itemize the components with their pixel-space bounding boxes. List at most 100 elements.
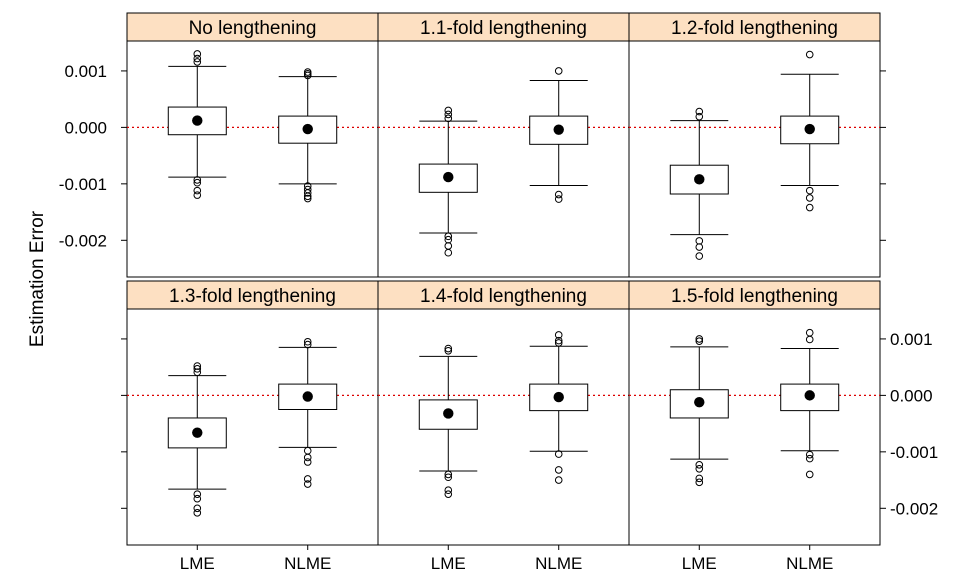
median-dot bbox=[192, 115, 203, 126]
outlier-point bbox=[805, 470, 814, 479]
x-tick-label: NLME bbox=[786, 554, 833, 573]
x-tick-label: NLME bbox=[535, 554, 582, 573]
outlier-point bbox=[695, 107, 704, 116]
panel-title: 1.1-fold lengthening bbox=[420, 18, 587, 39]
outlier-point bbox=[193, 178, 202, 187]
median-dot bbox=[804, 123, 815, 135]
outlier-point bbox=[303, 475, 312, 483]
median-dot bbox=[192, 427, 203, 438]
outlier-point bbox=[695, 243, 704, 251]
outlier-point bbox=[554, 476, 563, 484]
median-dot bbox=[302, 123, 313, 135]
panel-frame bbox=[628, 40, 881, 278]
outlier-point bbox=[193, 50, 202, 58]
outlier-point bbox=[444, 232, 453, 241]
x-tick-label: NLME bbox=[284, 554, 331, 573]
outlier-point bbox=[554, 339, 563, 347]
median-dot bbox=[694, 174, 705, 185]
outlier-point bbox=[303, 71, 312, 80]
outlier-point bbox=[444, 486, 453, 495]
y-axis-label: Estimation Error bbox=[27, 210, 48, 347]
panel-strip bbox=[126, 280, 379, 310]
outlier-point bbox=[303, 453, 312, 462]
outlier-point bbox=[303, 192, 312, 201]
outlier-point bbox=[805, 186, 814, 195]
y-tick-label-left: 0.000 bbox=[64, 118, 107, 137]
panel-strip bbox=[628, 12, 881, 42]
median-dot bbox=[553, 391, 564, 403]
outlier-point bbox=[193, 191, 202, 199]
outlier-point bbox=[554, 190, 563, 199]
outlier-point bbox=[805, 328, 814, 337]
median-dot bbox=[302, 391, 313, 402]
panel-frame bbox=[628, 308, 881, 546]
outlier-point bbox=[444, 242, 453, 250]
outlier-point bbox=[303, 480, 312, 488]
outlier-point bbox=[193, 368, 202, 377]
outlier-point bbox=[303, 340, 312, 349]
panel-title: 1.4-fold lengthening bbox=[420, 286, 587, 307]
outlier-point bbox=[695, 474, 704, 483]
outlier-point bbox=[193, 176, 202, 184]
median-dot bbox=[694, 396, 705, 408]
outlier-point bbox=[554, 67, 563, 75]
outlier-point bbox=[805, 450, 814, 459]
outlier-point bbox=[444, 110, 453, 119]
panel-title: No lengthening bbox=[189, 18, 317, 39]
y-tick-label-right: -0.002 bbox=[890, 499, 938, 518]
panel-frame bbox=[126, 308, 379, 546]
outlier-point bbox=[444, 346, 453, 355]
box-iqr bbox=[167, 106, 227, 136]
outlier-point bbox=[444, 470, 453, 479]
outlier-point bbox=[444, 106, 453, 115]
panel-strip bbox=[628, 280, 881, 310]
outlier-point bbox=[193, 58, 202, 66]
outlier-point bbox=[805, 335, 814, 344]
outlier-point bbox=[695, 464, 704, 473]
outlier-point bbox=[444, 344, 453, 353]
outlier-point bbox=[554, 331, 563, 339]
outlier-point bbox=[695, 112, 704, 121]
x-tick-label: LME bbox=[180, 554, 215, 573]
y-tick-label-right: -0.001 bbox=[890, 443, 938, 462]
panel-frame bbox=[126, 40, 379, 278]
panel-frame bbox=[377, 308, 630, 546]
outlier-point bbox=[695, 237, 704, 245]
outlier-point bbox=[193, 365, 202, 373]
outlier-point bbox=[695, 335, 704, 343]
median-dot bbox=[553, 124, 564, 135]
outlier-point bbox=[805, 203, 814, 212]
y-tick-label-left: -0.001 bbox=[59, 175, 107, 194]
outlier-point bbox=[193, 504, 202, 513]
outlier-point bbox=[193, 490, 202, 498]
outlier-point bbox=[695, 337, 704, 345]
outlier-point bbox=[695, 461, 704, 469]
y-tick-label-right: 0.000 bbox=[890, 386, 933, 405]
panel-title: 1.3-fold lengthening bbox=[169, 286, 336, 307]
panel-strip bbox=[126, 12, 379, 42]
outlier-point bbox=[444, 490, 453, 498]
panel-title: 1.5-fold lengthening bbox=[671, 286, 838, 307]
outlier-point bbox=[193, 494, 202, 503]
y-tick-label-left: 0.001 bbox=[64, 62, 107, 81]
outlier-point bbox=[193, 186, 202, 195]
y-tick-label-right: 0.001 bbox=[890, 330, 933, 349]
outlier-point bbox=[193, 54, 202, 63]
y-tick-label-left: -0.002 bbox=[59, 231, 107, 250]
outlier-point bbox=[695, 252, 704, 260]
outlier-point bbox=[805, 454, 814, 463]
outlier-point bbox=[444, 114, 453, 123]
median-dot bbox=[443, 171, 454, 183]
outlier-point bbox=[444, 473, 453, 482]
outlier-point bbox=[554, 336, 563, 345]
outlier-point bbox=[444, 248, 453, 257]
x-tick-label: LME bbox=[431, 554, 466, 573]
panel-title: 1.2-fold lengthening bbox=[671, 18, 838, 39]
outlier-point bbox=[554, 466, 563, 474]
outlier-point bbox=[193, 509, 202, 517]
outlier-point bbox=[554, 195, 563, 203]
outlier-point bbox=[805, 194, 814, 202]
outlier-point bbox=[303, 194, 312, 203]
panel-frame bbox=[377, 40, 630, 278]
